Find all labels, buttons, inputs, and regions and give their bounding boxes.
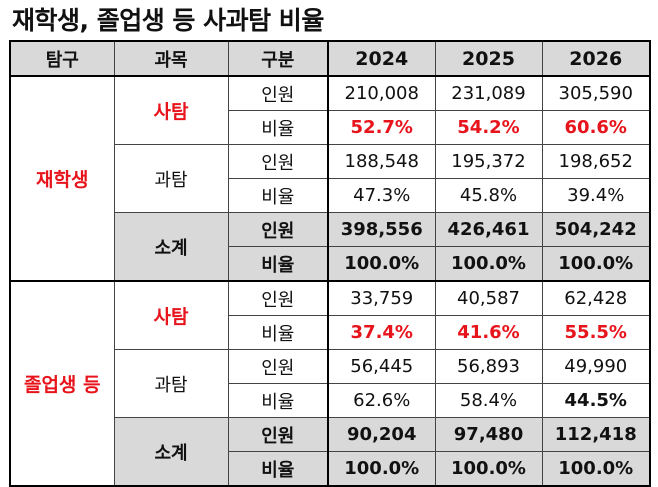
value-cell: 100.0% [541, 246, 651, 282]
table-row: 졸업생 등 사탐 인원 33,759 40,587 62,428 [9, 280, 651, 487]
value-cell: 100.0% [327, 451, 436, 487]
value-cell: 100.0% [327, 246, 436, 282]
row-label: 비율 [227, 451, 329, 487]
value-cell: 54.2% [434, 110, 543, 145]
value-cell: 195,372 [434, 144, 543, 179]
row-label: 비율 [227, 383, 329, 418]
subject-label: 사탐 [113, 280, 229, 350]
table-row: 과탐 인원 188,548 195,372 198,652 [10, 144, 651, 213]
value-cell: 44.5% [541, 383, 651, 418]
value-cell: 305,590 [541, 75, 651, 111]
value-cell: 52.7% [327, 110, 436, 145]
header-cell: 2025 [434, 40, 543, 77]
table-row: 소계 인원 398,556 426,461 504,242 [10, 212, 651, 282]
subject-label: 과탐 [113, 144, 229, 213]
value-cell: 100.0% [541, 451, 651, 487]
value-cell: 55.5% [541, 315, 651, 350]
value-cell: 39.4% [541, 178, 651, 213]
value-cell: 56,893 [434, 349, 543, 384]
table-row: 재학생 사탐 인원 210,008 231,089 305,590 [9, 75, 651, 282]
header-row: 탐구 과목 구분 2024 2025 2026 [9, 40, 651, 77]
value-cell: 40,587 [434, 280, 543, 316]
value-cell: 41.6% [434, 315, 543, 350]
group-label: 졸업생 등 [9, 280, 115, 487]
value-cell: 97,480 [434, 417, 543, 452]
value-cell: 60.6% [541, 110, 651, 145]
value-cell: 100.0% [434, 451, 543, 487]
value-cell: 426,461 [434, 212, 543, 247]
data-table: 탐구 과목 구분 2024 2025 2026 재학생 사탐 인원 210,00… [9, 40, 651, 487]
value-cell: 49,990 [541, 349, 651, 384]
value-cell: 188,548 [327, 144, 436, 179]
table-row: 비율 52.7% 54.2% 60.6% [10, 110, 651, 145]
page-title: 재학생, 졸업생 등 사과탐 비율 [12, 6, 324, 35]
value-cell: 62.6% [327, 383, 436, 418]
row-label: 비율 [227, 246, 329, 282]
row-label: 인원 [227, 144, 329, 179]
value-cell: 56,445 [327, 349, 436, 384]
value-cell: 100.0% [434, 246, 543, 282]
header-cell: 2026 [541, 40, 651, 77]
subject-label: 사탐 [113, 75, 229, 145]
row-label: 비율 [227, 315, 329, 350]
group-label: 재학생 [9, 75, 115, 282]
value-cell: 37.4% [327, 315, 436, 350]
value-cell: 47.3% [327, 178, 436, 213]
table-row: 비율 47.3% 45.8% 39.4% [10, 178, 651, 213]
row-label: 인원 [227, 417, 329, 452]
table-row: 과탐 인원 56,445 56,893 49,990 [10, 349, 651, 418]
value-cell: 90,204 [327, 417, 436, 452]
value-cell: 112,418 [541, 417, 651, 452]
row-label: 인원 [227, 280, 329, 316]
value-cell: 231,089 [434, 75, 543, 111]
row-label: 인원 [227, 349, 329, 384]
row-label: 인원 [227, 75, 329, 111]
value-cell: 33,759 [327, 280, 436, 316]
table-row: 비율 62.6% 58.4% 44.5% [10, 383, 651, 418]
row-label: 비율 [227, 178, 329, 213]
subtotal-label: 소계 [113, 212, 229, 282]
value-cell: 504,242 [541, 212, 651, 247]
subject-label: 과탐 [113, 349, 229, 418]
value-cell: 398,556 [327, 212, 436, 247]
row-label: 인원 [227, 212, 329, 247]
header-cell: 2024 [327, 40, 436, 77]
value-cell: 45.8% [434, 178, 543, 213]
header-cell: 구분 [227, 40, 329, 77]
subtotal-label: 소계 [113, 417, 229, 487]
row-label: 비율 [227, 110, 329, 145]
header-cell: 과목 [113, 40, 229, 77]
value-cell: 210,008 [327, 75, 436, 111]
table-row: 비율 100.0% 100.0% 100.0% [10, 246, 651, 282]
value-cell: 58.4% [434, 383, 543, 418]
value-cell: 198,652 [541, 144, 651, 179]
header-cell: 탐구 [9, 40, 115, 77]
value-cell: 62,428 [541, 280, 651, 316]
